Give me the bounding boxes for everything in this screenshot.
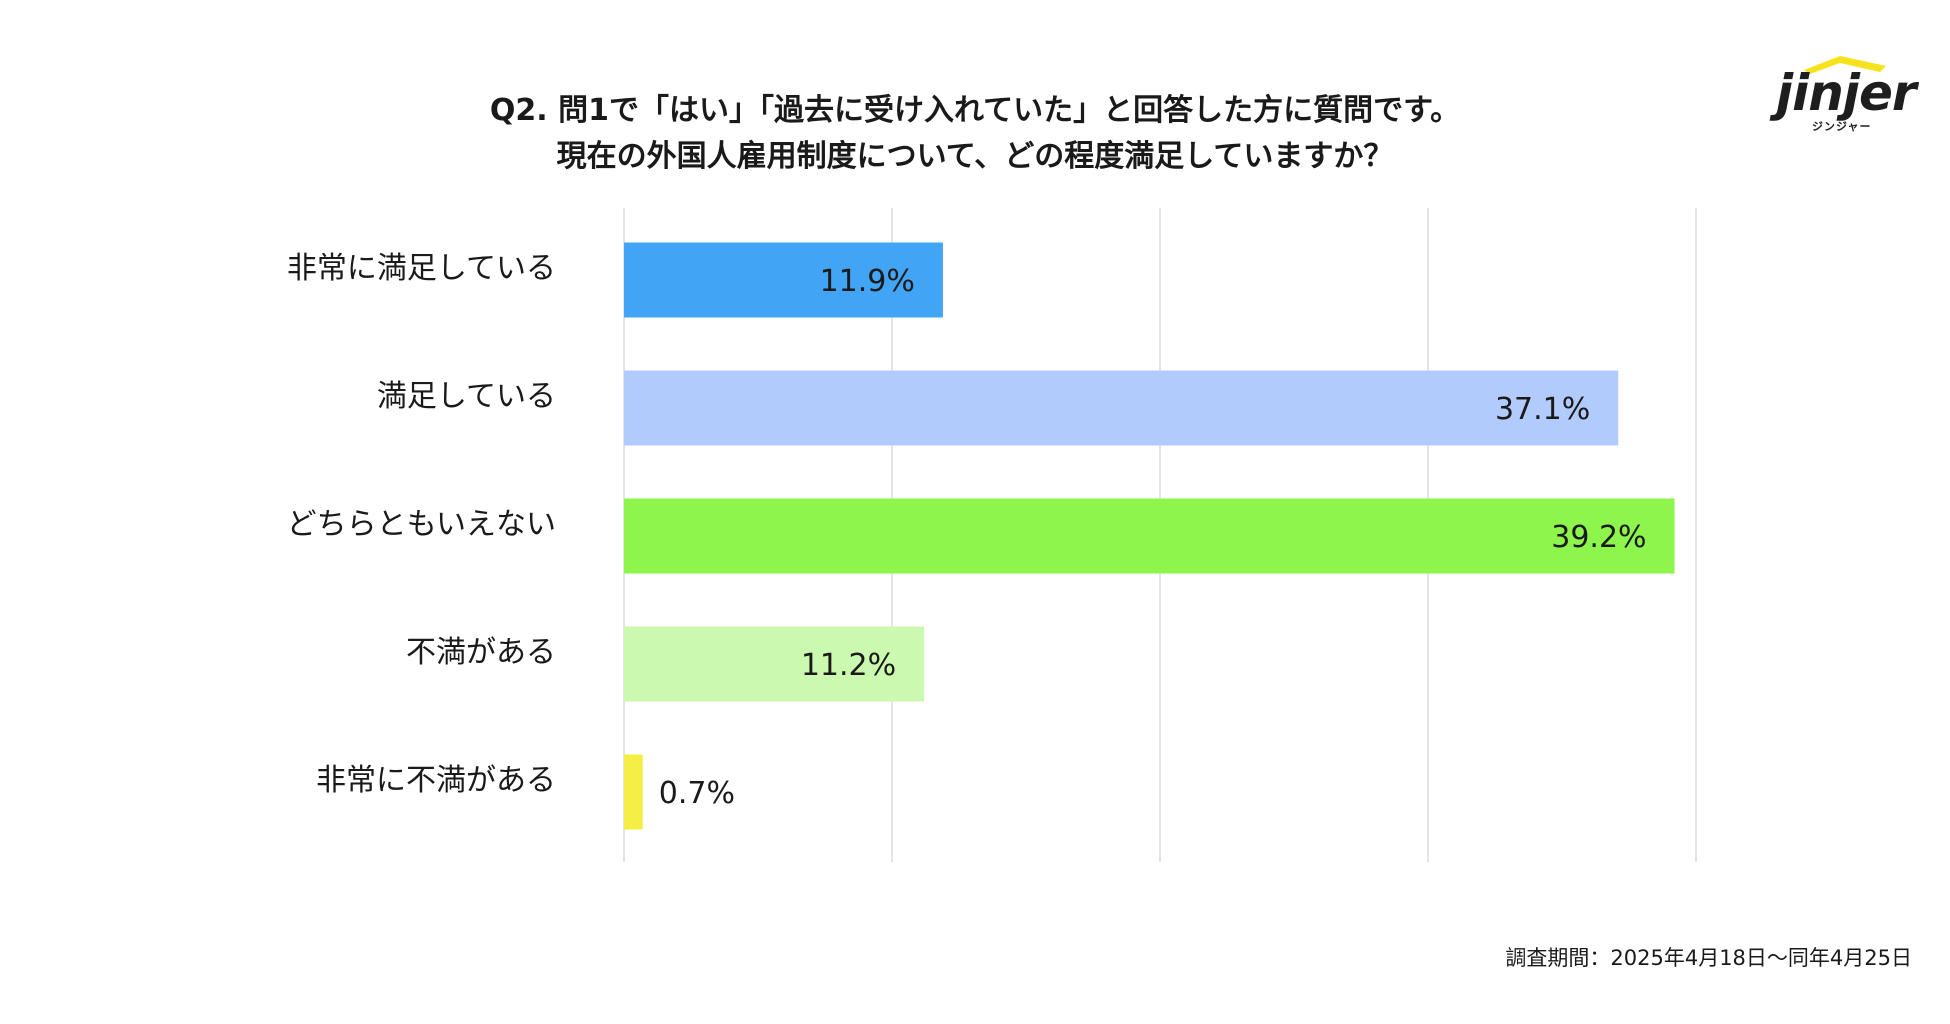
value-label: 37.1% (1495, 392, 1590, 427)
value-label: 11.9% (820, 264, 915, 299)
value-label: 0.7% (659, 776, 735, 811)
survey-period-footnote: 調査期間：2025年4月18日〜同年4月25日 (1505, 946, 1912, 970)
chart-title-block: Q2. 問1で「はい」「過去に受け入れていた」と回答した方に質問です。 現在の外… (0, 88, 1950, 180)
category-label: 非常に不満がある (316, 763, 556, 798)
bars (624, 242, 1675, 830)
chart-title: Q2. 問1で「はい」「過去に受け入れていた」と回答した方に質問です。 (489, 93, 1461, 128)
category-label: どちらともいえない (287, 507, 556, 542)
bar (624, 754, 643, 830)
logo-roof-icon (1804, 56, 1886, 74)
bar (624, 626, 925, 702)
labels: 非常に満足している 11.9% 満足している 37.1% どちらともいえない 39.2% 不… (287, 251, 1647, 811)
bar (624, 498, 1675, 574)
logo-wordmark: jinjer (1776, 64, 1917, 122)
jinjer-logo: jinjer ジンジャー (1770, 50, 1920, 140)
logo-subtitle: ジンジャー (1812, 120, 1872, 133)
bar (624, 370, 1619, 446)
bar (624, 242, 943, 318)
chart-subtitle: 現在の外国人雇用制度について、どの程度満足していますか？ (556, 139, 1394, 174)
value-label: 39.2% (1551, 520, 1646, 555)
category-label: 非常に満足している (287, 251, 556, 286)
category-label: 不満がある (406, 635, 556, 670)
category-label: 満足している (377, 379, 556, 414)
value-label: 11.2% (801, 648, 896, 683)
